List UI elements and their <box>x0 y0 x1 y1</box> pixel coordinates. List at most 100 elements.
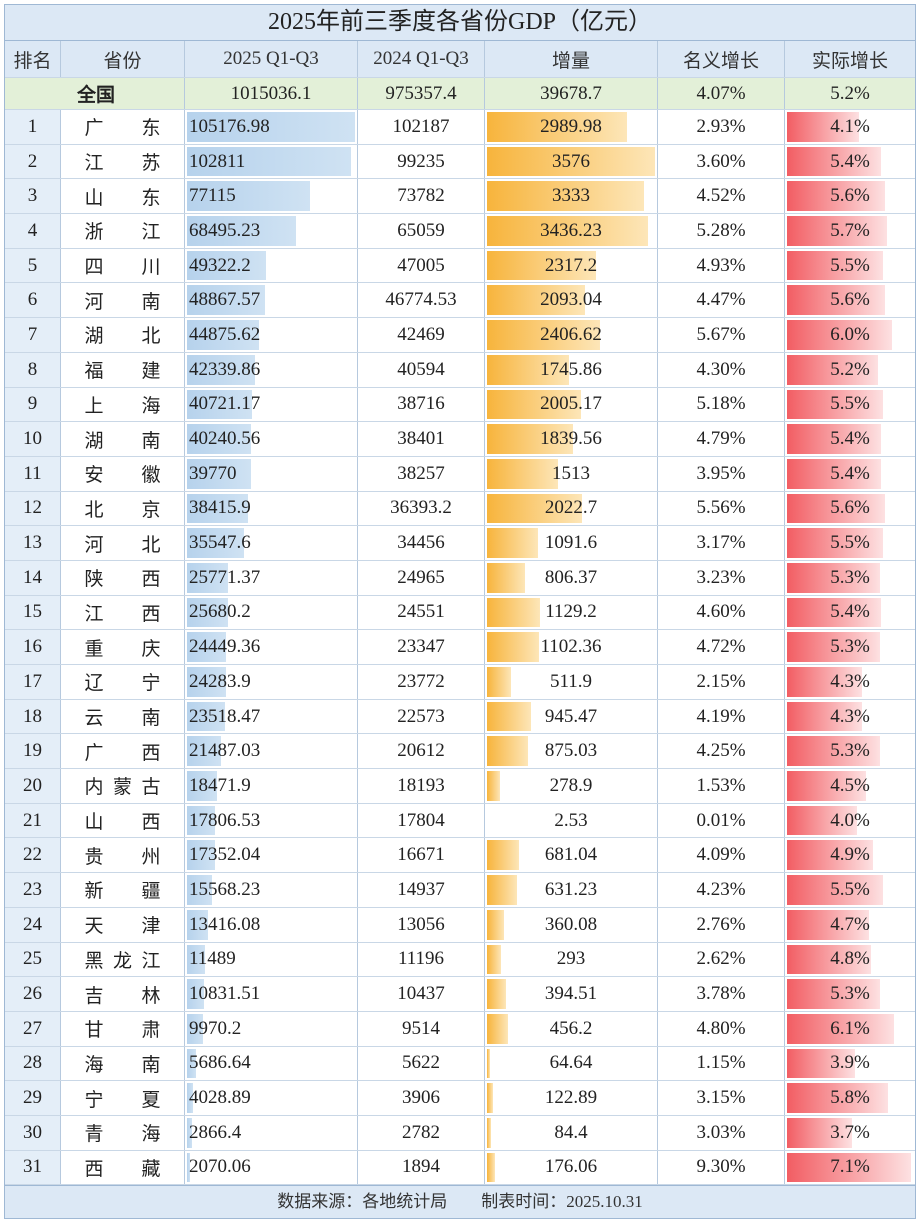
gdp2025-cell: 49322.2 <box>185 249 358 283</box>
real-growth-value: 7.1% <box>830 1156 870 1178</box>
increase-value: 875.03 <box>545 740 597 762</box>
gdp2025-value: 40721.17 <box>189 393 260 415</box>
increase-cell: 122.89 <box>485 1081 658 1115</box>
gdp2024-cell: 34456 <box>358 526 485 560</box>
province-cell: 天津 <box>61 908 185 942</box>
gdp2024-cell: 14937 <box>358 873 485 907</box>
rank-cell: 15 <box>5 596 61 630</box>
rank-cell: 2 <box>5 145 61 179</box>
gdp2025-value: 11489 <box>189 948 236 970</box>
increase-value: 1129.2 <box>545 601 597 623</box>
province-name: 广西 <box>85 738 161 765</box>
gdp2025-value: 4028.89 <box>189 1087 251 1109</box>
increase-value: 945.47 <box>545 706 597 728</box>
gdp2025-cell: 21487.03 <box>185 734 358 768</box>
province-cell: 辽宁 <box>61 665 185 699</box>
real-growth-value: 4.9% <box>830 844 870 866</box>
nominal-growth-cell: 3.60% <box>658 145 785 179</box>
rank-cell: 17 <box>5 665 61 699</box>
increase-cell: 394.51 <box>485 977 658 1011</box>
province-cell: 湖北 <box>61 318 185 352</box>
rank-cell: 18 <box>5 700 61 734</box>
province-name: 云南 <box>85 703 161 730</box>
real-growth-cell: 5.3% <box>785 734 915 768</box>
province-name: 福建 <box>85 356 161 383</box>
gdp2025-cell: 23518.47 <box>185 700 358 734</box>
increase-value: 1839.56 <box>540 428 602 450</box>
increase-bar <box>487 875 517 905</box>
increase-cell: 1839.56 <box>485 422 658 456</box>
gdp2025-cell: 102811 <box>185 145 358 179</box>
increase-cell: 176.06 <box>485 1151 658 1185</box>
province-cell: 黑龙江 <box>61 943 185 977</box>
rank-cell: 9 <box>5 388 61 422</box>
increase-value: 84.4 <box>554 1122 587 1144</box>
real-growth-cell: 4.9% <box>785 838 915 872</box>
real-growth-cell: 3.7% <box>785 1116 915 1150</box>
real-growth-value: 3.9% <box>830 1052 870 1074</box>
increase-bar <box>487 771 500 801</box>
province-cell: 浙江 <box>61 214 185 248</box>
gdp2025-value: 2866.4 <box>189 1122 241 1144</box>
increase-bar <box>487 736 528 766</box>
gdp2024-cell: 24965 <box>358 561 485 595</box>
increase-cell: 3576 <box>485 145 658 179</box>
increase-cell: 2022.7 <box>485 492 658 526</box>
gdp2025-value: 40240.56 <box>189 428 260 450</box>
rank-cell: 3 <box>5 179 61 213</box>
increase-bar <box>487 1014 508 1044</box>
gdp2025-value: 39770 <box>189 463 237 485</box>
nominal-growth-cell: 2.62% <box>658 943 785 977</box>
gdp2025-cell: 17352.04 <box>185 838 358 872</box>
province-cell: 北京 <box>61 492 185 526</box>
province-name: 北京 <box>85 495 161 522</box>
increase-value: 2406.62 <box>540 324 602 346</box>
rank-cell: 8 <box>5 353 61 387</box>
province-name: 广东 <box>85 113 161 140</box>
gdp2024-cell: 5622 <box>358 1047 485 1081</box>
gdp2025-value: 5686.64 <box>189 1052 251 1074</box>
increase-cell: 681.04 <box>485 838 658 872</box>
increase-cell: 84.4 <box>485 1116 658 1150</box>
real-growth-cell: 4.1% <box>785 110 915 144</box>
gdp2024-cell: 17804 <box>358 804 485 838</box>
rank-cell: 31 <box>5 1151 61 1185</box>
real-growth-cell: 4.0% <box>785 804 915 838</box>
increase-bar <box>487 1153 495 1183</box>
nominal-growth-cell: 4.93% <box>658 249 785 283</box>
gdp2025-value: 10831.51 <box>189 983 260 1005</box>
increase-cell: 511.9 <box>485 665 658 699</box>
real-growth-cell: 5.4% <box>785 422 915 456</box>
gdp2024-cell: 10437 <box>358 977 485 1011</box>
gdp2025-cell: 25771.37 <box>185 561 358 595</box>
province-name: 上海 <box>85 391 161 418</box>
nominal-growth-cell: 4.23% <box>658 873 785 907</box>
province-name: 宁夏 <box>85 1085 161 1112</box>
increase-bar <box>487 702 531 732</box>
rank-cell: 11 <box>5 457 61 491</box>
gdp2025-cell: 105176.98 <box>185 110 358 144</box>
gdp2024-cell: 99235 <box>358 145 485 179</box>
gdp2024-cell: 16671 <box>358 838 485 872</box>
nominal-growth-cell: 2.93% <box>658 110 785 144</box>
increase-cell: 278.9 <box>485 769 658 803</box>
real-growth-value: 5.3% <box>830 983 870 1005</box>
province-cell: 海南 <box>61 1047 185 1081</box>
real-growth-cell: 4.5% <box>785 769 915 803</box>
national-rank <box>5 78 61 109</box>
gdp2024-cell: 73782 <box>358 179 485 213</box>
province-cell: 四川 <box>61 249 185 283</box>
province-name: 天津 <box>85 911 161 938</box>
real-growth-cell: 3.9% <box>785 1047 915 1081</box>
increase-value: 1091.6 <box>545 532 597 554</box>
increase-bar <box>487 979 506 1009</box>
increase-cell: 806.37 <box>485 561 658 595</box>
